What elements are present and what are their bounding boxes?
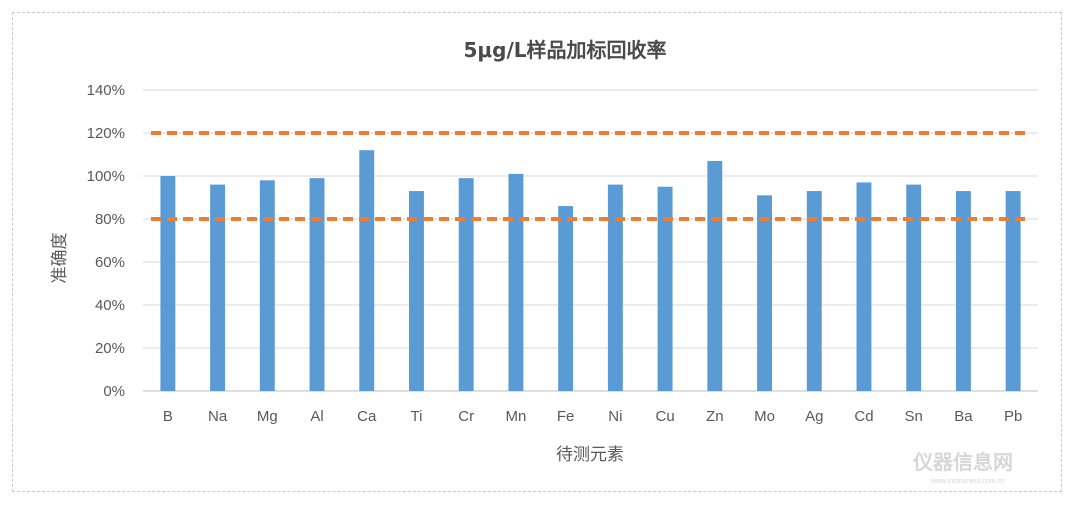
x-tick-label: B: [163, 408, 173, 425]
x-tick-label: Al: [310, 408, 323, 425]
bar-cu: [657, 186, 673, 391]
y-tick-label: 0%: [103, 383, 125, 400]
y-tick-label: 40%: [95, 297, 125, 314]
y-axis-label: 准确度: [50, 233, 70, 284]
x-axis-label: 待测元素: [556, 445, 624, 465]
x-tick-label: Pb: [1004, 408, 1022, 425]
y-tick-label: 120%: [87, 125, 125, 142]
x-tick-label: Cr: [458, 408, 474, 425]
chart-title: 5μg/L样品加标回收率: [464, 38, 667, 62]
bar-ca: [359, 150, 375, 391]
bar-mn: [508, 173, 524, 391]
x-tick-label: Ba: [954, 408, 973, 425]
bar-ag: [806, 191, 822, 391]
watermark: 仪器信息网 www.instrument.com.cn: [912, 450, 1013, 485]
bar-ti: [409, 191, 424, 391]
x-tick-label: Cd: [854, 408, 873, 425]
bar-mo: [757, 195, 772, 391]
x-tick-label: Fe: [557, 408, 575, 425]
x-tick-label: Ag: [805, 408, 823, 425]
x-tick-label: Sn: [905, 408, 923, 425]
bar-b: [160, 176, 176, 391]
bar-mg: [259, 180, 275, 391]
bars: [160, 150, 1021, 391]
x-tick-label: Mn: [505, 408, 526, 425]
x-axis-ticks: B Na Mg Al Ca Ti Cr Mn Fe Ni Cu Zn Mo Ag Cd Sn Ba Pb: [163, 408, 1022, 425]
x-tick-label: Ti: [410, 408, 422, 425]
bar-sn: [906, 184, 922, 391]
y-tick-label: 100%: [87, 168, 125, 185]
chart-frame: 5μg/L样品加标回收率 0% 20% 40% 60% 80% 100% 120% 140% …: [12, 12, 1062, 492]
bar-cd: [856, 182, 872, 391]
bar-pb: [1005, 191, 1021, 391]
x-tick-label: Mg: [257, 408, 278, 425]
y-tick-label: 60%: [95, 254, 125, 271]
bar-fe: [558, 206, 574, 391]
gridlines: [143, 89, 1038, 392]
x-tick-label: Mo: [754, 408, 775, 425]
watermark-subtext: www.instrument.com.cn: [930, 478, 1005, 485]
bar-chart: 5μg/L样品加标回收率 0%20%40%60%80%100%120%140% …: [50, 38, 1038, 485]
x-tick-label: Zn: [706, 408, 724, 425]
watermark-text: 仪器信息网: [912, 450, 1013, 474]
x-tick-label: Na: [208, 408, 228, 425]
bar-zn: [707, 160, 723, 391]
x-tick-label: Cu: [655, 408, 674, 425]
bar-cr: [458, 178, 474, 391]
reference-lines: [151, 131, 1026, 221]
x-tick-label: Ca: [357, 408, 377, 425]
bar-ba: [955, 191, 971, 391]
y-tick-label: 20%: [95, 340, 125, 357]
x-tick-label: Ni: [608, 408, 622, 425]
y-tick-label: 80%: [95, 211, 125, 228]
y-tick-label: 140%: [87, 82, 125, 99]
bar-na: [210, 184, 226, 391]
bar-al: [309, 178, 325, 391]
y-axis-ticks: 0% 20% 40% 60% 80% 100% 120% 140%: [87, 82, 125, 400]
bar-ni: [607, 184, 623, 391]
